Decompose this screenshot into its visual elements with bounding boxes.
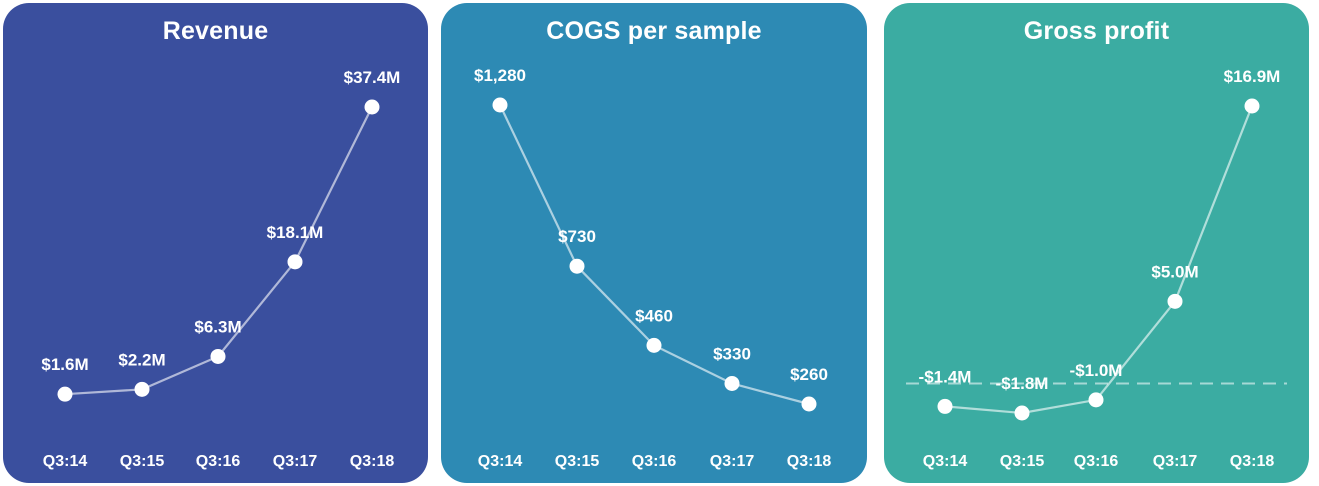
cogs-category-label-0: Q3:14 bbox=[478, 453, 523, 470]
cogs-category-label-4: Q3:18 bbox=[787, 453, 832, 470]
gross-profit-category-label-2: Q3:16 bbox=[1074, 453, 1119, 470]
cogs-data-label-4: $260 bbox=[790, 365, 828, 384]
revenue-plot: $1.6M Q3:14 $2.2M Q3:15 $6.3M Q3:16 $18.1M Q3:1… bbox=[41, 68, 401, 470]
cogs-point-4 bbox=[801, 396, 817, 412]
gross-profit-category-label-1: Q3:15 bbox=[1000, 453, 1045, 470]
revenue-point-0 bbox=[57, 386, 73, 402]
cogs-category-label-3: Q3:17 bbox=[710, 453, 755, 470]
revenue-point-4 bbox=[364, 99, 380, 115]
revenue-category-label-2: Q3:16 bbox=[196, 453, 241, 470]
revenue-point-3 bbox=[287, 254, 303, 270]
revenue-data-label-3: $18.1M bbox=[267, 223, 324, 242]
cogs-data-label-3: $330 bbox=[713, 344, 751, 363]
revenue-data-label-0: $1.6M bbox=[41, 355, 88, 374]
cogs-category-label-1: Q3:15 bbox=[555, 453, 600, 470]
cogs-series-line bbox=[499, 104, 810, 406]
revenue-category-label-1: Q3:15 bbox=[120, 453, 165, 470]
gross-profit-category-label-3: Q3:17 bbox=[1153, 453, 1198, 470]
gross-profit-panel: Gross profit -$1.4M Q3:14 -$1.8M Q3:15 -$1.0… bbox=[884, 3, 1309, 483]
revenue-category-label-4: Q3:18 bbox=[350, 453, 395, 470]
revenue-point-2 bbox=[210, 348, 226, 364]
cogs-point-0 bbox=[492, 97, 508, 113]
cogs-data-label-0: $1,280 bbox=[474, 66, 526, 85]
cogs-plot: $1,280 Q3:14 $730 Q3:15 $460 Q3:16 $330 Q3:17 $2… bbox=[474, 66, 832, 470]
cogs-data-label-1: $730 bbox=[558, 227, 596, 246]
gross-profit-category-label-4: Q3:18 bbox=[1230, 453, 1275, 470]
gross-profit-point-1 bbox=[1014, 405, 1030, 421]
revenue-category-label-3: Q3:17 bbox=[273, 453, 318, 470]
revenue-title: Revenue bbox=[162, 17, 269, 45]
revenue-panel: Revenue $1.6M Q3:14 $2.2M Q3:15 $6.3M Q3:16 $1… bbox=[3, 3, 428, 483]
cogs-point-2 bbox=[646, 337, 662, 353]
cogs-panel: COGS per sample $1,280 Q3:14 $730 Q3:15 $460… bbox=[441, 3, 867, 483]
revenue-point-1 bbox=[134, 381, 150, 397]
gross-profit-category-label-0: Q3:14 bbox=[923, 453, 968, 470]
gross-profit-data-label-1: -$1.8M bbox=[996, 374, 1049, 393]
gross-profit-data-label-3: $5.0M bbox=[1151, 262, 1198, 281]
gross-profit-point-2 bbox=[1088, 392, 1104, 408]
revenue-data-label-1: $2.2M bbox=[118, 350, 165, 369]
cogs-title: COGS per sample bbox=[546, 17, 762, 45]
gross-profit-point-3 bbox=[1167, 293, 1183, 309]
cogs-point-1 bbox=[569, 258, 585, 274]
gross-profit-point-4 bbox=[1244, 98, 1260, 114]
gross-profit-point-0 bbox=[937, 398, 953, 414]
revenue-data-label-2: $6.3M bbox=[194, 317, 241, 336]
gross-profit-data-label-4: $16.9M bbox=[1224, 67, 1281, 86]
gross-profit-data-label-2: -$1.0M bbox=[1070, 361, 1123, 380]
cogs-point-3 bbox=[724, 375, 740, 391]
gross-profit-plot: -$1.4M Q3:14 -$1.8M Q3:15 -$1.0M Q3:16 $5.0M Q3… bbox=[906, 67, 1287, 470]
gross-profit-data-label-0: -$1.4M bbox=[919, 367, 972, 386]
revenue-category-label-0: Q3:14 bbox=[43, 453, 88, 470]
cogs-category-label-2: Q3:16 bbox=[632, 453, 677, 470]
revenue-data-label-4: $37.4M bbox=[344, 68, 401, 87]
gross-profit-title: Gross profit bbox=[1023, 17, 1170, 45]
cogs-data-label-2: $460 bbox=[635, 306, 673, 325]
